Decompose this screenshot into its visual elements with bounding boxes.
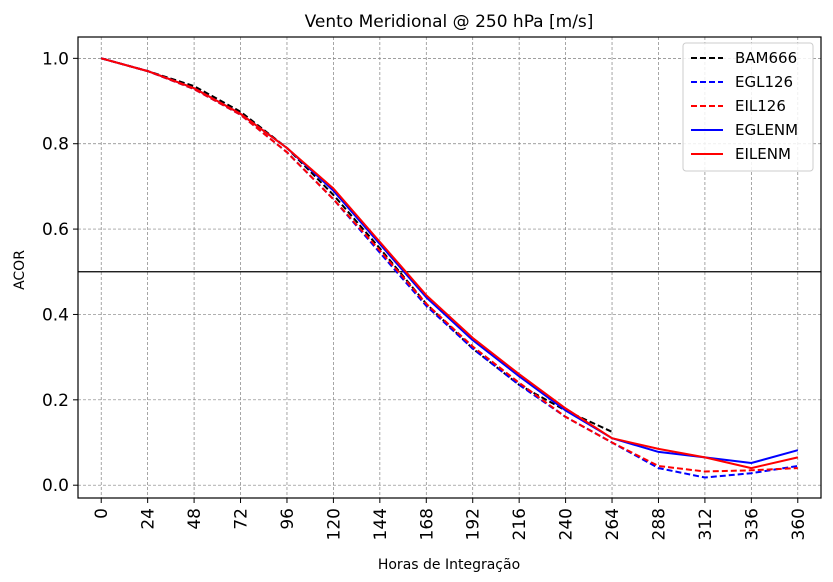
legend-label: BAM666	[735, 49, 797, 67]
x-axis-title: Horas de Integração	[378, 557, 520, 573]
ticks: 0 24 48 72 96 120 144 168 192 216 240 264 288 312 336 3…	[42, 49, 809, 540]
x-tick-label: 312	[696, 508, 716, 540]
series-line-eilenm	[100, 57, 799, 470]
x-tick-label: 96	[278, 508, 298, 530]
x-tick-label: 168	[417, 508, 437, 540]
legend-box	[682, 42, 814, 172]
x-tick-label: 360	[789, 508, 809, 540]
x-tick-label: 240	[557, 508, 577, 540]
x-tick-label: 288	[649, 508, 669, 540]
legend: BAM666 EGL126 EIL126 EGLENM EILENM	[682, 42, 814, 172]
y-tick-label: 0.0	[42, 476, 69, 496]
y-tick-label: 0.4	[42, 305, 69, 325]
y-tick-label: 0.6	[42, 220, 69, 240]
x-tick-label: 120	[324, 508, 344, 540]
series-group	[100, 57, 799, 479]
plot-frame	[77, 36, 822, 499]
legend-label: EGL126	[735, 73, 793, 91]
y-tick-label: 1.0	[42, 49, 69, 69]
x-tick-label: 144	[371, 508, 391, 540]
series-line-eil126	[100, 57, 798, 473]
y-axis-title: ACOR	[12, 250, 28, 290]
x-tick-label: 264	[603, 508, 623, 540]
legend-label: EIL126	[735, 97, 786, 115]
legend-label: EGLENM	[735, 121, 798, 139]
x-tick-label: 72	[232, 508, 252, 530]
x-tick-label: 216	[510, 508, 530, 540]
x-tick-label: 24	[139, 508, 159, 530]
x-tick-label: 48	[185, 508, 205, 530]
x-tick-label: 336	[742, 508, 762, 540]
x-tick-label: 0	[92, 508, 112, 519]
x-tick-label: 192	[464, 508, 484, 540]
chart-title: Vento Meridional @ 250 hPa [m/s]	[305, 12, 594, 32]
y-tick-label: 0.8	[42, 135, 69, 155]
series-line-bam666	[100, 57, 613, 433]
y-tick-label: 0.2	[42, 391, 69, 411]
legend-label: EILENM	[735, 145, 791, 163]
